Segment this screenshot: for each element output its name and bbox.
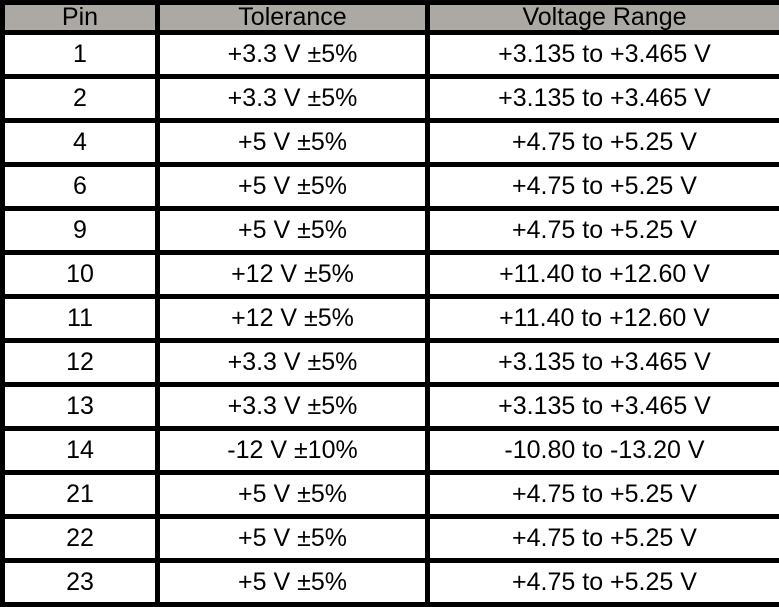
table-row: 1 +3.3 V ±5% +3.135 to +3.465 V — [0, 30, 779, 79]
table-row: 21 +5 V ±5% +4.75 to +5.25 V — [0, 470, 779, 519]
table-row: 22 +5 V ±5% +4.75 to +5.25 V — [0, 514, 779, 563]
cell-range: +4.75 to +5.25 V — [425, 470, 779, 519]
cell-range: +4.75 to +5.25 V — [425, 558, 779, 607]
cell-pin: 1 — [0, 30, 160, 79]
table-body: 1 +3.3 V ±5% +3.135 to +3.465 V 2 +3.3 V ±5%… — [0, 30, 779, 607]
cell-tolerance: +12 V ±5% — [155, 294, 430, 343]
table-row: 12 +3.3 V ±5% +3.135 to +3.465 V — [0, 338, 779, 387]
cell-tolerance: +5 V ±5% — [155, 118, 430, 167]
cell-tolerance: +5 V ±5% — [155, 514, 430, 563]
column-header-voltage-range: Voltage Range — [425, 0, 779, 35]
cell-range: +3.135 to +3.465 V — [425, 30, 779, 79]
cell-tolerance: +3.3 V ±5% — [155, 382, 430, 431]
table-row: 10 +12 V ±5% +11.40 to +12.60 V — [0, 250, 779, 299]
cell-pin: 23 — [0, 558, 160, 607]
cell-pin: 21 — [0, 470, 160, 519]
cell-pin: 14 — [0, 426, 160, 475]
cell-tolerance: +3.3 V ±5% — [155, 30, 430, 79]
column-header-pin: Pin — [0, 0, 160, 35]
cell-pin: 9 — [0, 206, 160, 255]
cell-range: +3.135 to +3.465 V — [425, 338, 779, 387]
cell-range: +11.40 to +12.60 V — [425, 250, 779, 299]
cell-tolerance: +5 V ±5% — [155, 206, 430, 255]
cell-tolerance: +12 V ±5% — [155, 250, 430, 299]
cell-range: +4.75 to +5.25 V — [425, 118, 779, 167]
header-row: Pin Tolerance Voltage Range — [0, 0, 779, 35]
cell-range: +4.75 to +5.25 V — [425, 514, 779, 563]
table-row: 4 +5 V ±5% +4.75 to +5.25 V — [0, 118, 779, 167]
cell-range: +11.40 to +12.60 V — [425, 294, 779, 343]
cell-pin: 13 — [0, 382, 160, 431]
table-row: 11 +12 V ±5% +11.40 to +12.60 V — [0, 294, 779, 343]
table-row: 6 +5 V ±5% +4.75 to +5.25 V — [0, 162, 779, 211]
cell-range: +3.135 to +3.465 V — [425, 382, 779, 431]
cell-tolerance: +5 V ±5% — [155, 470, 430, 519]
cell-pin: 12 — [0, 338, 160, 387]
cell-range: +4.75 to +5.25 V — [425, 162, 779, 211]
cell-tolerance: +5 V ±5% — [155, 558, 430, 607]
table-row: 14 -12 V ±10% -10.80 to -13.20 V — [0, 426, 779, 475]
table-row: 9 +5 V ±5% +4.75 to +5.25 V — [0, 206, 779, 255]
cell-pin: 11 — [0, 294, 160, 343]
cell-pin: 10 — [0, 250, 160, 299]
cell-pin: 2 — [0, 74, 160, 123]
cell-tolerance: +5 V ±5% — [155, 162, 430, 211]
cell-tolerance: +3.3 V ±5% — [155, 74, 430, 123]
cell-pin: 4 — [0, 118, 160, 167]
table-row: 2 +3.3 V ±5% +3.135 to +3.465 V — [0, 74, 779, 123]
cell-range: +4.75 to +5.25 V — [425, 206, 779, 255]
cell-range: +3.135 to +3.465 V — [425, 74, 779, 123]
cell-tolerance: +3.3 V ±5% — [155, 338, 430, 387]
column-header-tolerance: Tolerance — [155, 0, 430, 35]
cell-tolerance: -12 V ±10% — [155, 426, 430, 475]
table-row: 13 +3.3 V ±5% +3.135 to +3.465 V — [0, 382, 779, 431]
cell-pin: 22 — [0, 514, 160, 563]
table-row: 23 +5 V ±5% +4.75 to +5.25 V — [0, 558, 779, 607]
cell-range: -10.80 to -13.20 V — [425, 426, 779, 475]
cell-pin: 6 — [0, 162, 160, 211]
